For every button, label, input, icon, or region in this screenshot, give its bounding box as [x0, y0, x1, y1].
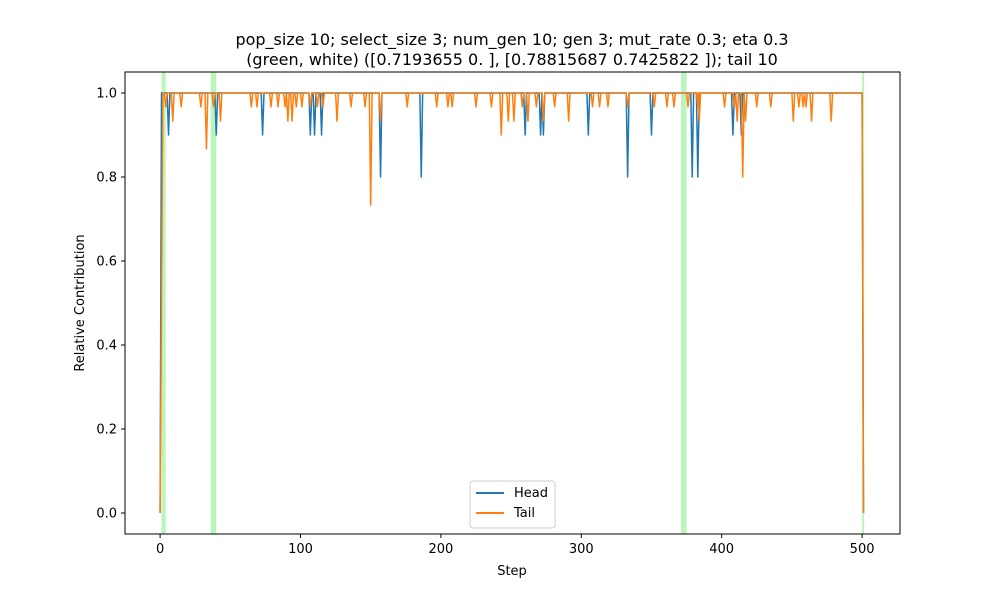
series-lines — [159, 92, 865, 514]
y-axis: 0.0 0.2 0.4 0.6 0.8 1.0 — [96, 87, 125, 522]
x-tick-label-100: 100 — [288, 542, 313, 557]
legend-label-tail: Tail — [513, 506, 535, 521]
chart-title-line1: pop_size 10; select_size 3; num_gen 10; … — [235, 30, 788, 50]
y-tick-label-3: 0.6 — [96, 255, 117, 270]
x-axis-label: Step — [497, 564, 527, 579]
x-tick-label-400: 400 — [709, 542, 734, 557]
series-line-tail — [159, 92, 865, 514]
y-tick-label-0: 0.0 — [96, 507, 117, 522]
y-tick-label-5: 1.0 — [96, 87, 117, 102]
highlight-span-2 — [680, 72, 687, 534]
highlight-span-0 — [161, 72, 166, 534]
y-tick-label-4: 0.8 — [96, 171, 117, 186]
y-tick-label-1: 0.2 — [96, 423, 117, 438]
x-tick-label-0: 0 — [156, 542, 164, 557]
legend: Head Tail — [469, 480, 556, 529]
y-tick-label-2: 0.4 — [96, 339, 117, 354]
y-axis-label: Relative Contribution — [73, 234, 88, 371]
x-tick-label-300: 300 — [569, 542, 594, 557]
x-axis: 0 100 200 300 400 500 — [156, 534, 875, 557]
plot-frame — [124, 71, 901, 535]
x-tick-label-200: 200 — [428, 542, 453, 557]
highlight-spans — [161, 72, 865, 534]
series-line-head — [159, 92, 865, 514]
legend-label-head: Head — [514, 486, 548, 501]
chart-title-line2: (green, white) ([0.7193655 0. ], [0.7881… — [246, 50, 778, 69]
highlight-span-1 — [210, 72, 217, 534]
x-tick-label-500: 500 — [850, 542, 875, 557]
